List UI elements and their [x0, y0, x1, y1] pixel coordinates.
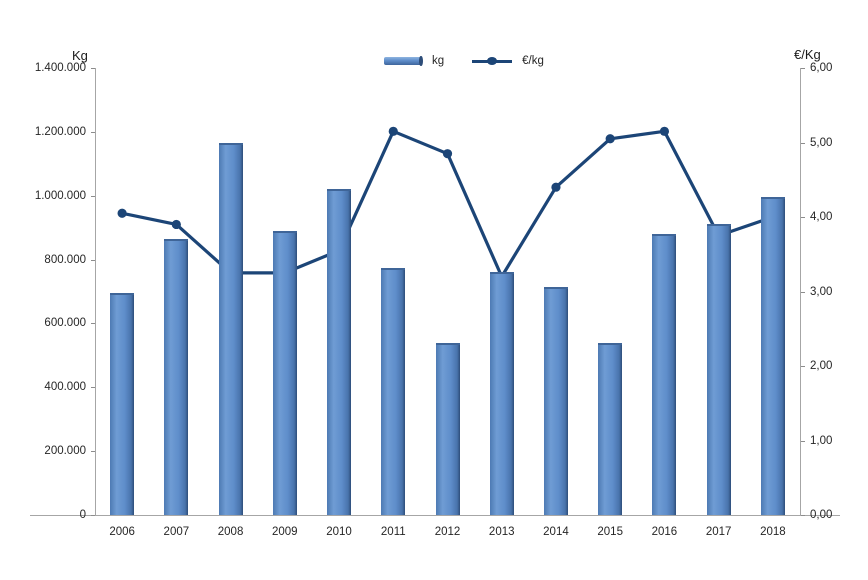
line-point-2016: [659, 126, 670, 136]
bar-2017: [706, 224, 731, 515]
legend-bar-swatch-icon: [384, 56, 423, 66]
line-point-2014: [551, 182, 561, 192]
bar-2013: [489, 272, 514, 515]
bar-2009: [272, 230, 297, 515]
left-axis-tick: [91, 451, 95, 453]
left-axis-tick: [91, 387, 95, 389]
right-axis-tick: [801, 217, 805, 218]
x-axis-label: 2016: [651, 526, 678, 538]
x-axis-label: 2015: [597, 526, 623, 538]
left-axis-tick-label: 0: [79, 509, 86, 521]
left-axis-tick-label: 600.000: [44, 317, 86, 330]
x-axis-label: 2007: [163, 526, 190, 538]
bar-2014: [543, 286, 568, 515]
x-axis-label: 2010: [326, 526, 352, 538]
legend-line-swatch-icon: [472, 55, 513, 67]
x-axis-label: 2008: [217, 526, 244, 538]
x-axis-label: 2012: [434, 526, 461, 538]
line-point-2015: [605, 134, 615, 144]
line-point-2007: [171, 219, 181, 230]
right-axis-tick-label: 5,00: [810, 136, 833, 149]
x-axis-label: 2017: [705, 526, 732, 538]
left-axis-tick-label: 1.200.000: [34, 125, 86, 138]
x-axis-label: 2011: [380, 526, 406, 538]
line-point-2011: [388, 126, 398, 136]
left-axis-tick-label: 400.000: [44, 381, 86, 394]
right-axis-tick: [801, 515, 805, 516]
bar-2012: [435, 342, 460, 515]
right-axis-tick: [801, 68, 805, 69]
right-axis-title: €/Kg: [794, 47, 821, 62]
x-axis-line: [30, 515, 840, 516]
right-axis-tick-label: 1,00: [810, 434, 833, 447]
right-axis-line: [800, 68, 801, 515]
right-axis-tick: [801, 366, 805, 367]
right-axis-tick-label: 3,00: [810, 285, 833, 298]
x-axis-label: 2014: [543, 526, 569, 538]
left-axis-tick-label: 1.000.000: [34, 189, 86, 202]
chart-legend: kg €/kg: [384, 53, 544, 69]
bar-2015: [598, 342, 623, 515]
left-axis-title: Kg: [72, 48, 88, 63]
legend-eurkg-label: €/kg: [522, 55, 544, 67]
right-axis-tick-label: 4,00: [810, 211, 833, 223]
left-axis-tick-label: 800.000: [44, 253, 86, 266]
x-axis-label: 2006: [109, 526, 135, 538]
bar-2007: [164, 238, 189, 515]
right-axis-tick-label: 2,00: [810, 360, 833, 372]
right-axis-tick-label: 0,00: [810, 509, 833, 521]
right-axis-tick: [801, 440, 805, 442]
legend-kg-label: kg: [432, 55, 445, 67]
line-point-2012: [442, 149, 453, 159]
right-axis-tick: [801, 142, 805, 144]
bar-2008: [218, 143, 243, 515]
left-axis-line: [95, 68, 96, 515]
bar-2018: [760, 197, 785, 515]
right-axis-tick-label: 6,00: [810, 62, 833, 74]
line-point-2006: [117, 208, 127, 218]
x-axis-label: 2009: [272, 526, 298, 538]
left-axis-tick: [91, 515, 95, 516]
bar-2010: [327, 189, 352, 515]
left-axis-tick: [91, 195, 95, 197]
bar-2011: [381, 267, 406, 515]
left-axis-tick: [91, 68, 95, 69]
right-axis-tick: [801, 291, 805, 293]
left-axis-tick: [91, 323, 95, 325]
x-axis-label: 2013: [488, 526, 515, 538]
left-axis-tick: [91, 259, 95, 261]
left-axis-tick-label: 200.000: [44, 445, 86, 458]
x-axis-label: 2018: [760, 526, 786, 538]
left-axis-tick: [91, 131, 95, 133]
bar-2016: [652, 234, 677, 515]
bar-2006: [110, 293, 135, 515]
left-axis-tick-label: 1.400.000: [34, 62, 86, 74]
